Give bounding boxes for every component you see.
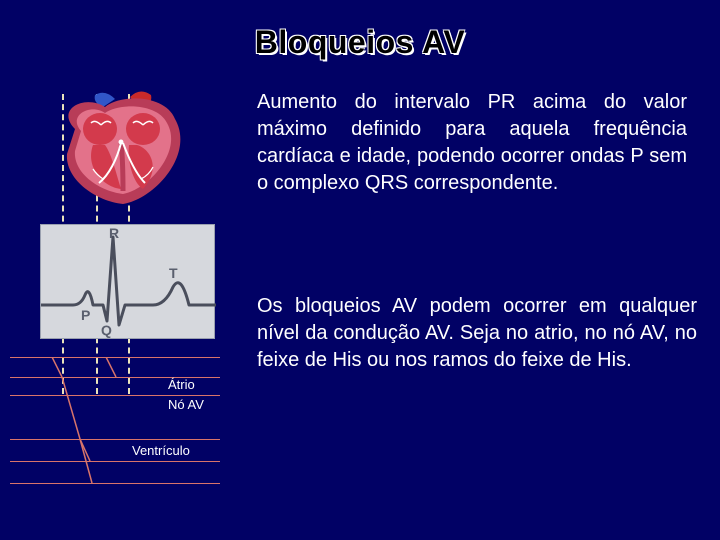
ladder-label-noav: Nó AV	[168, 397, 204, 412]
ecg-label-q: Q	[101, 322, 112, 338]
paragraph-1: Aumento do intervalo PR acima do valor m…	[257, 89, 687, 197]
paragraph-2: Os bloqueios AV podem ocorrer em qualque…	[257, 293, 697, 374]
page-title: Bloqueios AV	[0, 0, 720, 61]
ecg-label-r: R	[109, 225, 119, 241]
ecg-label-p: P	[81, 307, 90, 323]
heart-illustration	[45, 89, 205, 209]
ladder-label-ventriculo: Ventrículo	[132, 443, 190, 458]
ecg-diagram: P Q R T	[40, 224, 215, 339]
ecg-label-t: T	[169, 265, 178, 281]
ladder-label-atrio: Átrio	[168, 377, 195, 392]
ladder-diagram: Átrio Nó AV Ventrículo	[10, 357, 220, 497]
